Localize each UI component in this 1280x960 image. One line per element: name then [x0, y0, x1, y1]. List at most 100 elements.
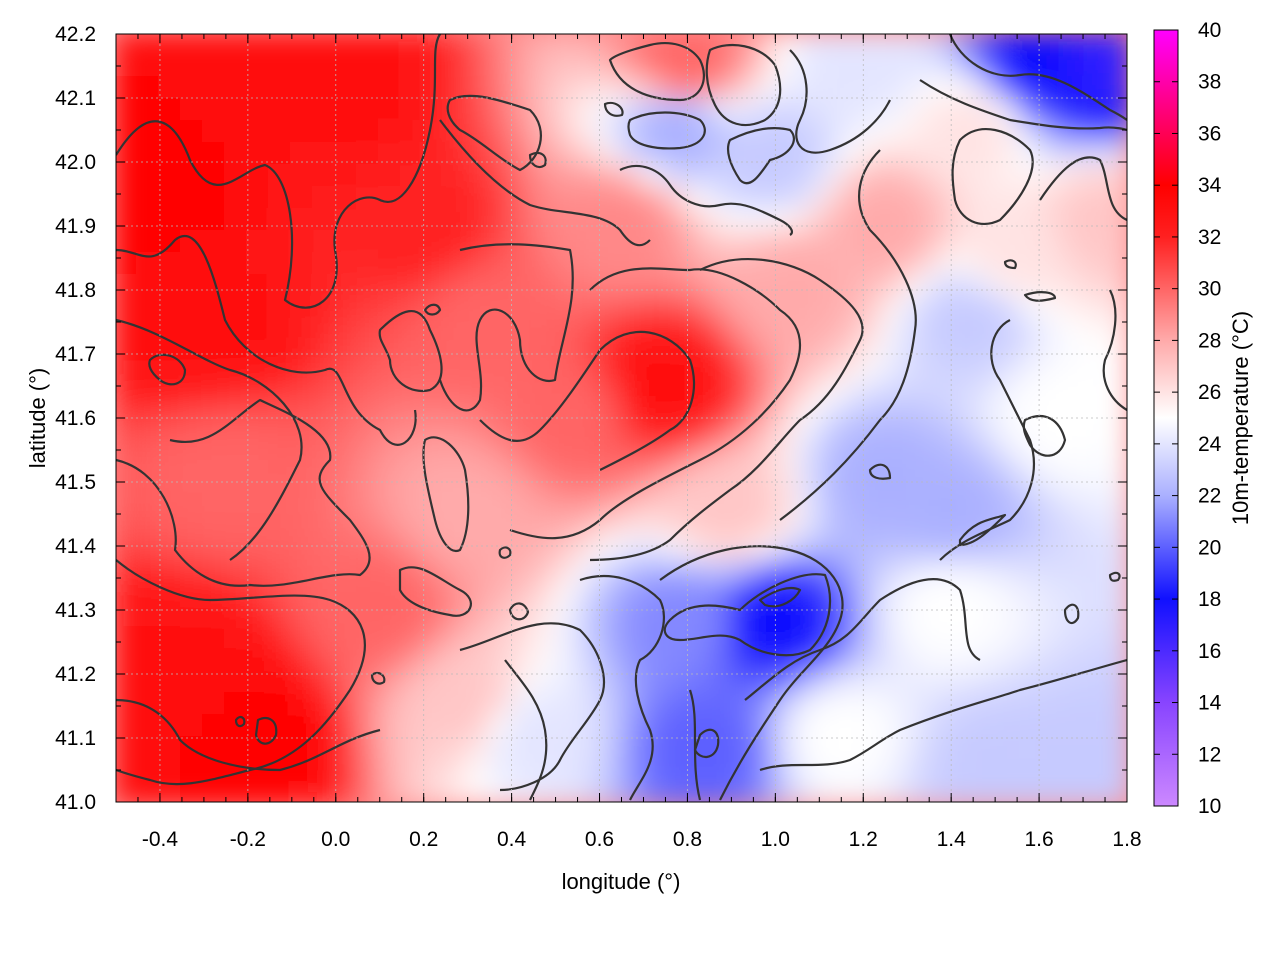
heat-cell [796, 296, 822, 322]
heat-cell [1104, 670, 1127, 696]
heat-cell [158, 164, 184, 190]
heat-cell [224, 626, 250, 652]
contour-line [370, 671, 386, 685]
y-tick-label: 41.1 [55, 727, 96, 750]
heat-cell [158, 318, 184, 344]
heat-cell [422, 252, 448, 278]
heat-cell [774, 318, 800, 344]
heat-cell [378, 274, 404, 300]
heat-cell [400, 406, 426, 432]
heat-cell [290, 604, 316, 630]
heat-cell [796, 230, 822, 256]
heat-cell [532, 406, 558, 432]
heat-cell [334, 450, 360, 476]
heat-cell [1082, 54, 1108, 80]
heat-cell [774, 406, 800, 432]
heat-cell [312, 516, 338, 542]
heat-cell [268, 164, 294, 190]
heat-cell [180, 98, 206, 124]
heat-cell [972, 296, 998, 322]
heat-cell [268, 318, 294, 344]
heat-cell [1082, 428, 1108, 454]
heat-cell [774, 230, 800, 256]
heat-cell [466, 142, 492, 168]
heat-cell [994, 714, 1020, 740]
heat-cell [598, 494, 624, 520]
heat-cell [686, 428, 712, 454]
contour-line [579, 575, 665, 801]
heat-cell [444, 296, 470, 322]
colorbar: 10 12 14 16 18 20 22 24 26 28 30 32 34 36 38 40 10m-tem… [1153, 19, 1253, 818]
heat-cell [818, 450, 844, 476]
heat-cell [532, 54, 558, 80]
heat-cell [1104, 494, 1127, 520]
heat-cell [840, 560, 866, 586]
heat-cell [158, 142, 184, 168]
heat-cell [202, 98, 228, 124]
heat-cell [708, 274, 734, 300]
heat-cell [444, 208, 470, 234]
heat-cell [378, 230, 404, 256]
heat-cell [1060, 538, 1086, 564]
colorbar-tick-label: 28 [1198, 329, 1221, 352]
heat-cell [1038, 252, 1064, 278]
heat-cell [290, 626, 316, 652]
heat-cell [422, 626, 448, 652]
heat-cell [928, 296, 954, 322]
heat-cell [928, 604, 954, 630]
heat-cell [796, 472, 822, 498]
heat-cell [730, 142, 756, 168]
heat-cell [906, 362, 932, 388]
heat-cell [884, 142, 910, 168]
heat-cell [840, 54, 866, 80]
heat-cell [862, 450, 888, 476]
heat-cell [1082, 252, 1108, 278]
heat-cell [642, 780, 668, 802]
heat-cell [1038, 604, 1064, 630]
heat-cell [224, 516, 250, 542]
heat-cell [862, 604, 888, 630]
heat-cell [400, 186, 426, 212]
heat-cell [268, 780, 294, 802]
heat-cell [312, 450, 338, 476]
heat-cell [994, 758, 1020, 784]
colorbar-ticks: 10 12 14 16 18 20 22 24 26 28 30 32 34 36 38 40 [1154, 19, 1222, 818]
heat-cell [642, 120, 668, 146]
heat-cell [774, 428, 800, 454]
heat-cell [752, 340, 778, 366]
heat-cell [466, 54, 492, 80]
heat-cell [840, 186, 866, 212]
heat-cell [928, 582, 954, 608]
colorbar-tick-label: 24 [1198, 433, 1222, 456]
heat-cell [136, 98, 162, 124]
heat-cell [1060, 758, 1086, 784]
heat-cell [598, 758, 624, 784]
heat-cell [994, 142, 1020, 168]
heat-cell [378, 494, 404, 520]
heat-cell [312, 318, 338, 344]
heat-cell [620, 296, 646, 322]
heat-cell [224, 604, 250, 630]
heat-cell [686, 318, 712, 344]
heat-cell [1016, 714, 1042, 740]
heat-cell [488, 648, 514, 674]
colorbar-tick-label: 34 [1198, 174, 1222, 197]
heat-cell [1038, 362, 1064, 388]
heat-cell [202, 252, 228, 278]
heat-cell [928, 208, 954, 234]
heat-cell [422, 582, 448, 608]
heat-cell [774, 604, 800, 630]
heat-cell [862, 780, 888, 802]
heat-cell [290, 274, 316, 300]
heat-cell [532, 472, 558, 498]
heat-cell [400, 120, 426, 146]
heat-cell [180, 318, 206, 344]
heat-cell [136, 384, 162, 410]
heat-cell [972, 208, 998, 234]
heat-cell [972, 252, 998, 278]
heat-cell [246, 186, 272, 212]
heat-cell [400, 516, 426, 542]
heat-cell [378, 186, 404, 212]
heat-cell [884, 428, 910, 454]
heat-cell [576, 494, 602, 520]
